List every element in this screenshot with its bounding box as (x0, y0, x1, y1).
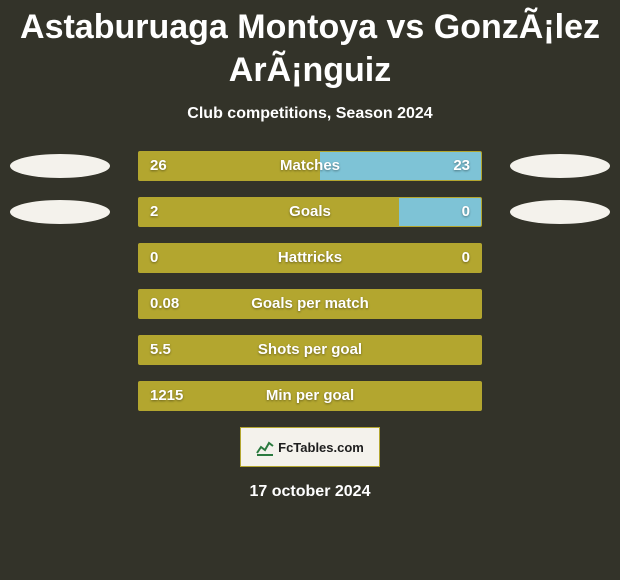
fctables-badge: FcTables.com (240, 427, 380, 467)
player-oval-left (10, 154, 110, 178)
stat-row: 2623Matches (0, 151, 620, 181)
stat-label: Min per goal (138, 381, 482, 411)
stat-row: 5.5Shots per goal (0, 335, 620, 365)
stat-row: 20Goals (0, 197, 620, 227)
stat-label: Shots per goal (138, 335, 482, 365)
stats-rows: 2623Matches 20Goals 00Hattricks 0.08Goals p… (0, 151, 620, 411)
stat-label: Goals (138, 197, 482, 227)
comparison-title: Astaburuaga Montoya vs GonzÃ¡lez ArÃ¡ngu… (0, 0, 620, 91)
player-oval-right (510, 154, 610, 178)
stat-row: 00Hattricks (0, 243, 620, 273)
player-oval-left (10, 200, 110, 224)
stat-label: Matches (138, 151, 482, 181)
footer-date: 17 october 2024 (0, 483, 620, 501)
player-oval-right (510, 200, 610, 224)
fctables-logo-icon (256, 438, 274, 456)
stat-row: 1215Min per goal (0, 381, 620, 411)
fctables-badge-text: FcTables.com (278, 440, 364, 455)
comparison-subtitle: Club competitions, Season 2024 (0, 105, 620, 123)
stat-label: Hattricks (138, 243, 482, 273)
stat-label: Goals per match (138, 289, 482, 319)
stat-row: 0.08Goals per match (0, 289, 620, 319)
